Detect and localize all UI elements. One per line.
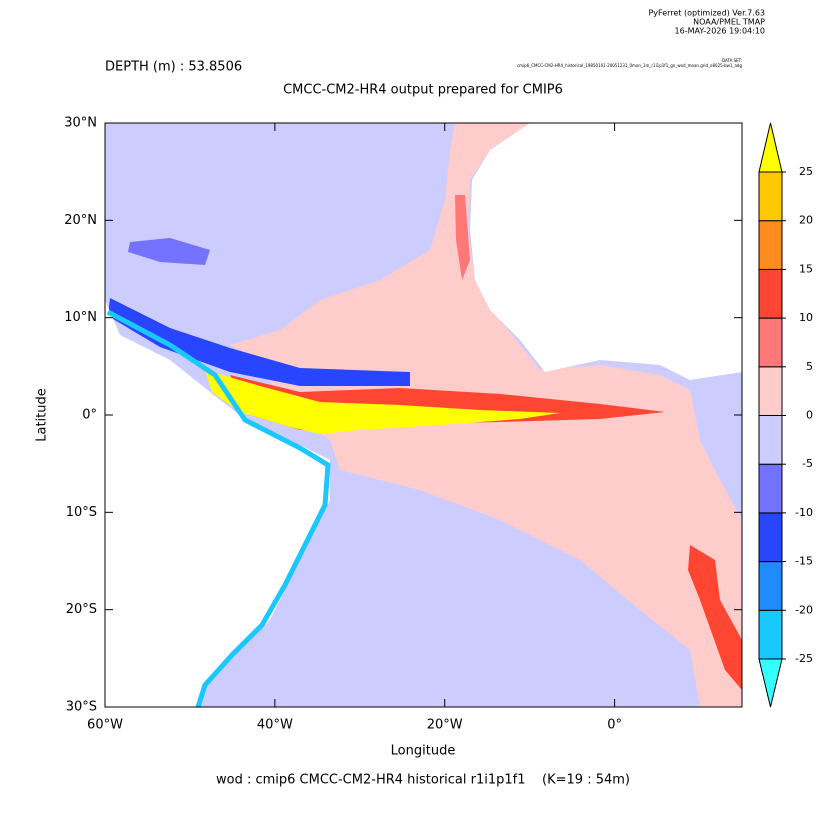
x-tick-label: 40°W [257,718,293,733]
colorbar-bin [758,220,783,270]
colorbar-bin [758,171,783,222]
colorbar-bin [758,512,783,563]
colorbar-bin [758,415,783,465]
y-tick-label: 20°N [64,213,97,228]
colorbar-label: 0 [806,409,813,422]
y-tick-label: 10°S [66,505,97,520]
colorbar-label: -25 [795,652,813,665]
warm-patch [455,195,470,280]
field [105,123,742,708]
x-tick-label: 0° [607,718,622,733]
cool-patch [128,238,210,265]
colorbar-bin [758,366,783,416]
coastal-band [106,309,331,708]
y-tick-label: 30°N [64,116,97,131]
colorbar-label: 15 [799,262,813,275]
colorbar-label: 25 [799,165,813,178]
colorbar-bin [758,268,783,319]
colorbar-label: 20 [799,214,813,227]
land [470,123,742,380]
colorbar-label: 5 [806,360,813,373]
colorbar: -25 -20 -15 -10 -5 0 5 10 15 20 25 [758,122,813,708]
axes: 60°W 40°W 20°W 0° 30°S 20°S 10°S 0° 10°N 20°N 30°N [64,116,742,733]
colorbar-label: -5 [802,457,813,470]
y-tick-label: 0° [82,408,97,423]
y-tick-label: 20°S [66,602,97,617]
colorbar-label: 10 [799,311,813,324]
org-label: NOAA/PMEL TMAP [693,18,765,27]
dataset-name: cmip6_CMCC-CM2-HR4_historical_19850101-2… [517,63,743,68]
y-tick-label: 10°N [64,310,97,325]
warm-patch [688,545,742,690]
date-label: 16-MAY-2026 19:04:10 [675,27,765,36]
colorbar-bin [758,561,783,611]
colorbar-under [758,658,783,708]
depth-label: DEPTH (m) : 53.8506 [105,60,242,75]
plot-title: CMCC-CM2-HR4 output prepared for CMIP6 [283,83,563,98]
program-label: PyFerret (optimized) Ver.7.63 [648,9,765,18]
colorbar-over [758,122,783,173]
colorbar-label: -20 [795,603,813,616]
dataset-label: DATA SET: [722,58,742,63]
y-tick-label: 30°S [66,700,97,715]
colorbar-bin [758,463,783,514]
colorbar-bin [758,609,783,660]
colorbar-bin [758,317,783,368]
colorbar-label: -15 [795,555,813,568]
y-axis-label: Latitude [35,388,50,442]
x-tick-label: 60°W [87,718,123,733]
x-tick-label: 20°W [427,718,463,733]
x-axis-label: Longitude [391,744,456,759]
colorbar-label: -10 [795,506,813,519]
footer-label: wod : cmip6 CMCC-CM2-HR4 historical r1i1… [216,773,630,788]
hot-tongue [205,370,560,434]
